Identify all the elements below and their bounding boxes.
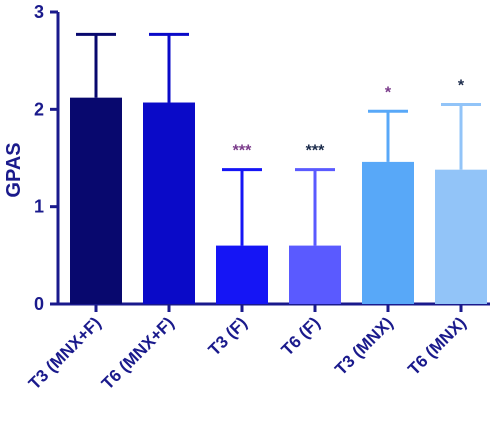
- significance-annotations: *** **** *: [233, 77, 465, 159]
- y-tick-label: 0: [34, 294, 44, 314]
- significance-annotation: ***: [306, 143, 325, 160]
- bar: [216, 245, 268, 304]
- axes: 0 1 2 3: [34, 2, 490, 314]
- x-tick-label: T3 (MNX): [331, 313, 397, 379]
- bar: [289, 245, 341, 304]
- bar: [435, 169, 487, 304]
- x-tick-label: T3 (MNX+F): [25, 313, 105, 393]
- bar: [143, 102, 195, 305]
- x-tick-label: T3 (F): [205, 313, 251, 359]
- bars: [70, 97, 487, 305]
- error-bars: [76, 32, 481, 246]
- category-labels: T3 (MNX+F)T6 (MNX+F) T3 (F) T6 (F) T3 (MNX)…: [25, 313, 470, 393]
- x-tick-label: T6 (MNX+F): [98, 313, 178, 393]
- x-tick-label: T6 (MNX): [404, 313, 470, 379]
- y-tick-label: 3: [34, 2, 44, 22]
- y-tick-label: 2: [34, 99, 44, 119]
- bar: [70, 97, 122, 304]
- y-tick-label: 1: [34, 197, 44, 217]
- significance-annotation: ***: [233, 143, 252, 160]
- significance-annotation: *: [458, 77, 465, 94]
- bar: [362, 161, 414, 304]
- y-axis-label: GPAS: [3, 142, 25, 197]
- significance-annotation: *: [385, 84, 392, 101]
- x-tick-label: T6 (F): [278, 313, 324, 359]
